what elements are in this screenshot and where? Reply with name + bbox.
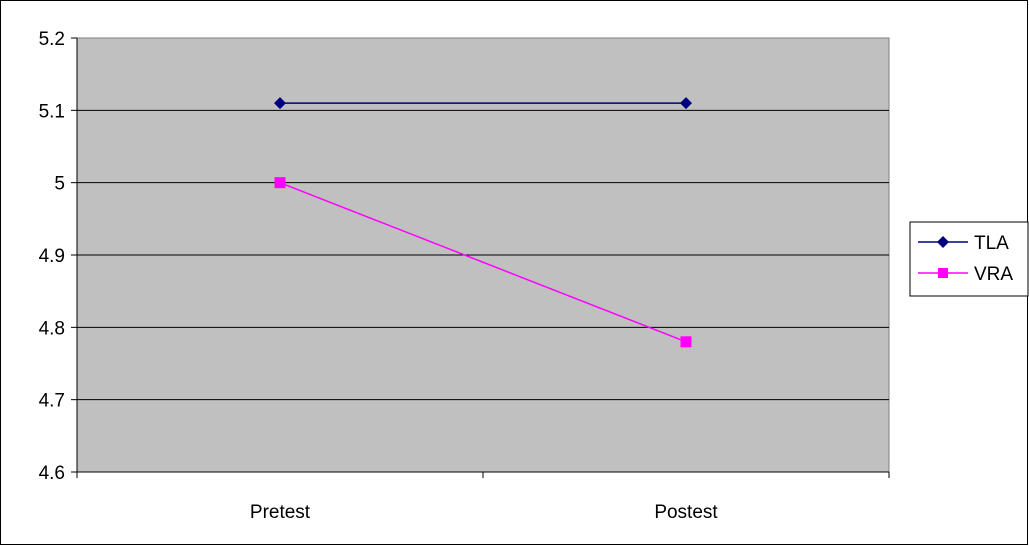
y-tick-label: 5 [54, 174, 65, 195]
y-tick-label: 5.1 [39, 101, 65, 122]
series-layer [274, 97, 692, 348]
data-point-vra [274, 177, 286, 189]
data-point-vra [680, 336, 692, 348]
x-tick-label: Pretest [250, 502, 311, 523]
x-axis: Pretest Postest [76, 471, 890, 523]
y-axis: 4.6 4.7 4.8 4.9 5 5.1 5.2 [39, 29, 78, 484]
legend-item-tla: TLA [918, 233, 1009, 254]
series-tla [274, 97, 692, 110]
legend-box [909, 221, 1029, 297]
legend: TLA VRA [909, 221, 1029, 297]
legend-vra-square-marker [938, 268, 948, 278]
y-tick-label: 5.2 [39, 29, 65, 50]
legend-tla-diamond-marker [937, 236, 949, 248]
y-tick-label: 4.6 [39, 463, 65, 484]
x-tick-label: Postest [654, 502, 718, 523]
series-line-vra [279, 181, 687, 343]
y-tick-label: 4.8 [39, 318, 65, 339]
legend-label-tla: TLA [974, 233, 1009, 254]
data-point-tla [680, 97, 692, 110]
series-vra [274, 177, 692, 348]
y-tick-label: 4.7 [39, 391, 65, 412]
y-tick-label: 4.9 [39, 246, 65, 267]
legend-label-vra: VRA [974, 264, 1013, 285]
data-point-tla [274, 97, 286, 110]
legend-item-vra: VRA [918, 264, 1013, 285]
gridlines [77, 109, 889, 401]
